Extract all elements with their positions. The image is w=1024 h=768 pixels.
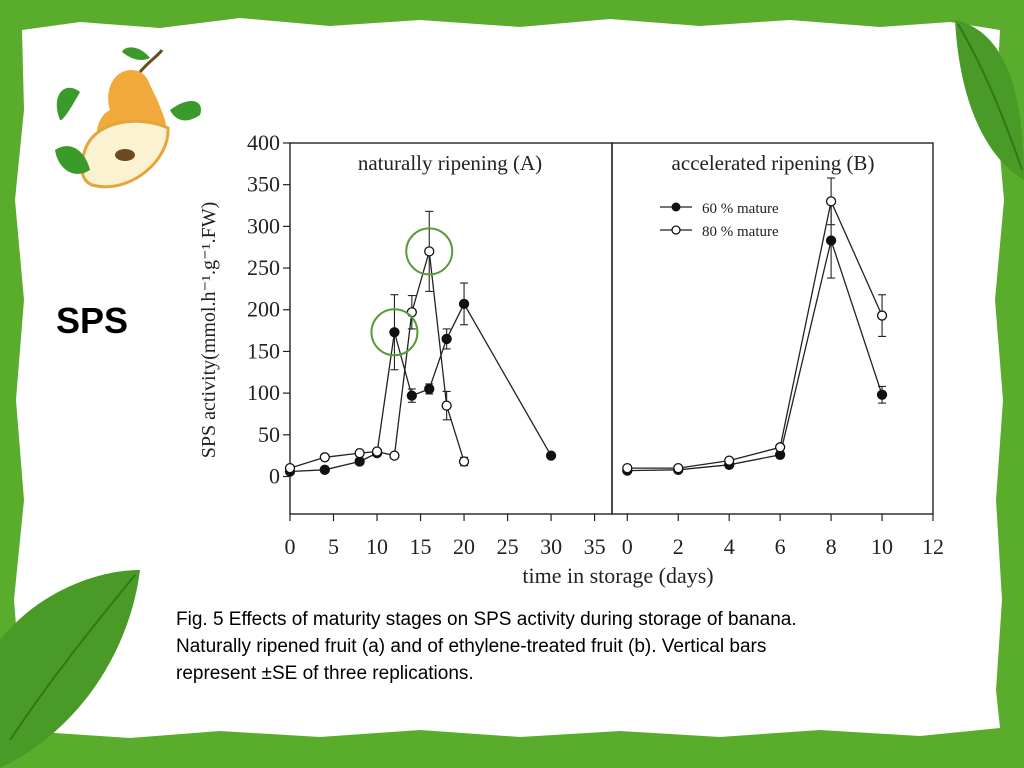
slide-title: SPS [56, 300, 129, 341]
y-tick-label: 0 [269, 463, 280, 488]
data-point-open [774, 442, 786, 453]
chart-title-a: naturally ripening (A) [358, 151, 542, 175]
x-tick-label: 12 [922, 534, 944, 559]
plot-frame [611, 142, 934, 515]
series-line [289, 302, 552, 473]
data-point-open [284, 462, 296, 474]
legend-marker-filled [671, 202, 681, 212]
y-tick-label: 100 [247, 380, 280, 405]
data-point-filled [876, 389, 888, 400]
y-tick-label: 400 [247, 130, 280, 155]
legend: 60 % mature 80 % mature [660, 201, 779, 240]
data-point-open [825, 196, 837, 207]
data-point-filled [545, 450, 557, 461]
series-line [627, 238, 883, 472]
leaf-icon [0, 570, 140, 768]
chart-title-b: accelerated ripening (B) [672, 151, 875, 175]
y-tick-label: 150 [247, 338, 280, 363]
x-tick-label: 15 [410, 534, 432, 559]
x-tick-label: 20 [453, 534, 475, 559]
data-point-open [622, 462, 633, 474]
y-tick-label: 250 [247, 255, 280, 280]
x-tick-label: 0 [622, 534, 633, 559]
data-point-filled [424, 383, 435, 395]
series-line [627, 199, 883, 469]
data-point-open [424, 246, 435, 257]
data-point-open [876, 310, 888, 321]
white-content-area [14, 18, 1004, 738]
x-tick-label: 10 [871, 534, 893, 559]
x-tick-label: 25 [497, 534, 519, 559]
data-point-open [724, 455, 735, 466]
x-tick-label: 5 [328, 534, 339, 559]
pear-icon [55, 47, 201, 189]
legend-label: 80 % mature [702, 224, 779, 240]
data-point-filled [406, 390, 417, 401]
series-line [289, 251, 465, 469]
data-point-open [354, 447, 365, 459]
data-point-filled [458, 298, 470, 310]
data-point-filled [319, 464, 330, 475]
y-tick-label: 50 [258, 422, 280, 447]
y-axis-label: SPS activity(mmol.h⁻¹.g⁻¹.FW) [198, 202, 220, 458]
caption-line: represent ±SE of three replications. [176, 663, 474, 684]
plot-frame [289, 142, 613, 515]
data-point-open [319, 452, 330, 463]
data-point-open [389, 450, 400, 461]
x-tick-label: 35 [584, 534, 606, 559]
chart-panel-b: 0 2 4 6 8 10 12 [611, 142, 944, 559]
data-point-filled [441, 333, 452, 345]
y-tick-label: 300 [247, 213, 280, 238]
data-point-open [441, 400, 452, 411]
x-tick-label: 2 [673, 534, 684, 559]
x-tick-label: 4 [724, 534, 735, 559]
data-point-filled [825, 235, 837, 246]
y-tick-label: 200 [247, 297, 280, 322]
legend-marker-open [671, 225, 681, 235]
x-tick-label: 10 [366, 534, 388, 559]
x-tick-label: 30 [540, 534, 562, 559]
leaf-icon [955, 20, 1024, 180]
data-point-open [458, 456, 470, 467]
x-axis-label: time in storage (days) [522, 563, 713, 588]
x-tick-label: 0 [285, 534, 296, 559]
y-tick-label: 350 [247, 172, 280, 197]
data-point-open [673, 462, 684, 474]
data-point-filled [389, 327, 400, 338]
data-point-open [371, 446, 383, 457]
highlight-circle [405, 227, 454, 276]
caption-line: Fig. 5 Effects of maturity stages on SPS… [176, 609, 797, 630]
caption-line: Naturally ripened fruit (a) and of ethyl… [176, 636, 767, 657]
data-point-filled [354, 456, 365, 467]
x-tick-label: 8 [826, 534, 837, 559]
legend-label: 60 % mature [702, 201, 779, 217]
x-tick-label: 6 [775, 534, 786, 559]
figure-caption: Fig. 5 Effects of maturity stages on SPS… [176, 606, 946, 687]
highlight-circle [370, 308, 419, 357]
